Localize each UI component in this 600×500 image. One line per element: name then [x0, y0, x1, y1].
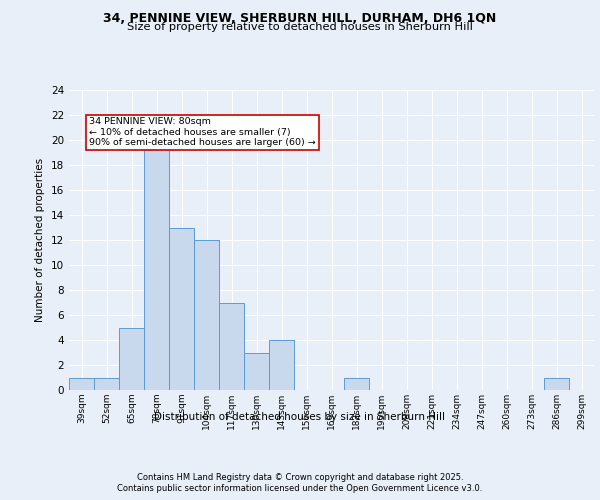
Bar — [219, 302, 244, 390]
Bar — [244, 352, 269, 390]
Y-axis label: Number of detached properties: Number of detached properties — [35, 158, 46, 322]
Text: 34, PENNINE VIEW, SHERBURN HILL, DURHAM, DH6 1QN: 34, PENNINE VIEW, SHERBURN HILL, DURHAM,… — [103, 12, 497, 26]
Bar — [544, 378, 569, 390]
Bar — [94, 378, 119, 390]
Text: Contains HM Land Registry data © Crown copyright and database right 2025.: Contains HM Land Registry data © Crown c… — [137, 472, 463, 482]
Bar — [144, 140, 169, 390]
Bar — [344, 378, 369, 390]
Bar — [169, 228, 194, 390]
Bar — [194, 240, 219, 390]
Bar — [119, 328, 144, 390]
Text: 34 PENNINE VIEW: 80sqm
← 10% of detached houses are smaller (7)
90% of semi-deta: 34 PENNINE VIEW: 80sqm ← 10% of detached… — [89, 118, 316, 148]
Bar — [269, 340, 294, 390]
Text: Contains public sector information licensed under the Open Government Licence v3: Contains public sector information licen… — [118, 484, 482, 493]
Text: Distribution of detached houses by size in Sherburn Hill: Distribution of detached houses by size … — [155, 412, 445, 422]
Text: Size of property relative to detached houses in Sherburn Hill: Size of property relative to detached ho… — [127, 22, 473, 32]
Bar — [69, 378, 94, 390]
